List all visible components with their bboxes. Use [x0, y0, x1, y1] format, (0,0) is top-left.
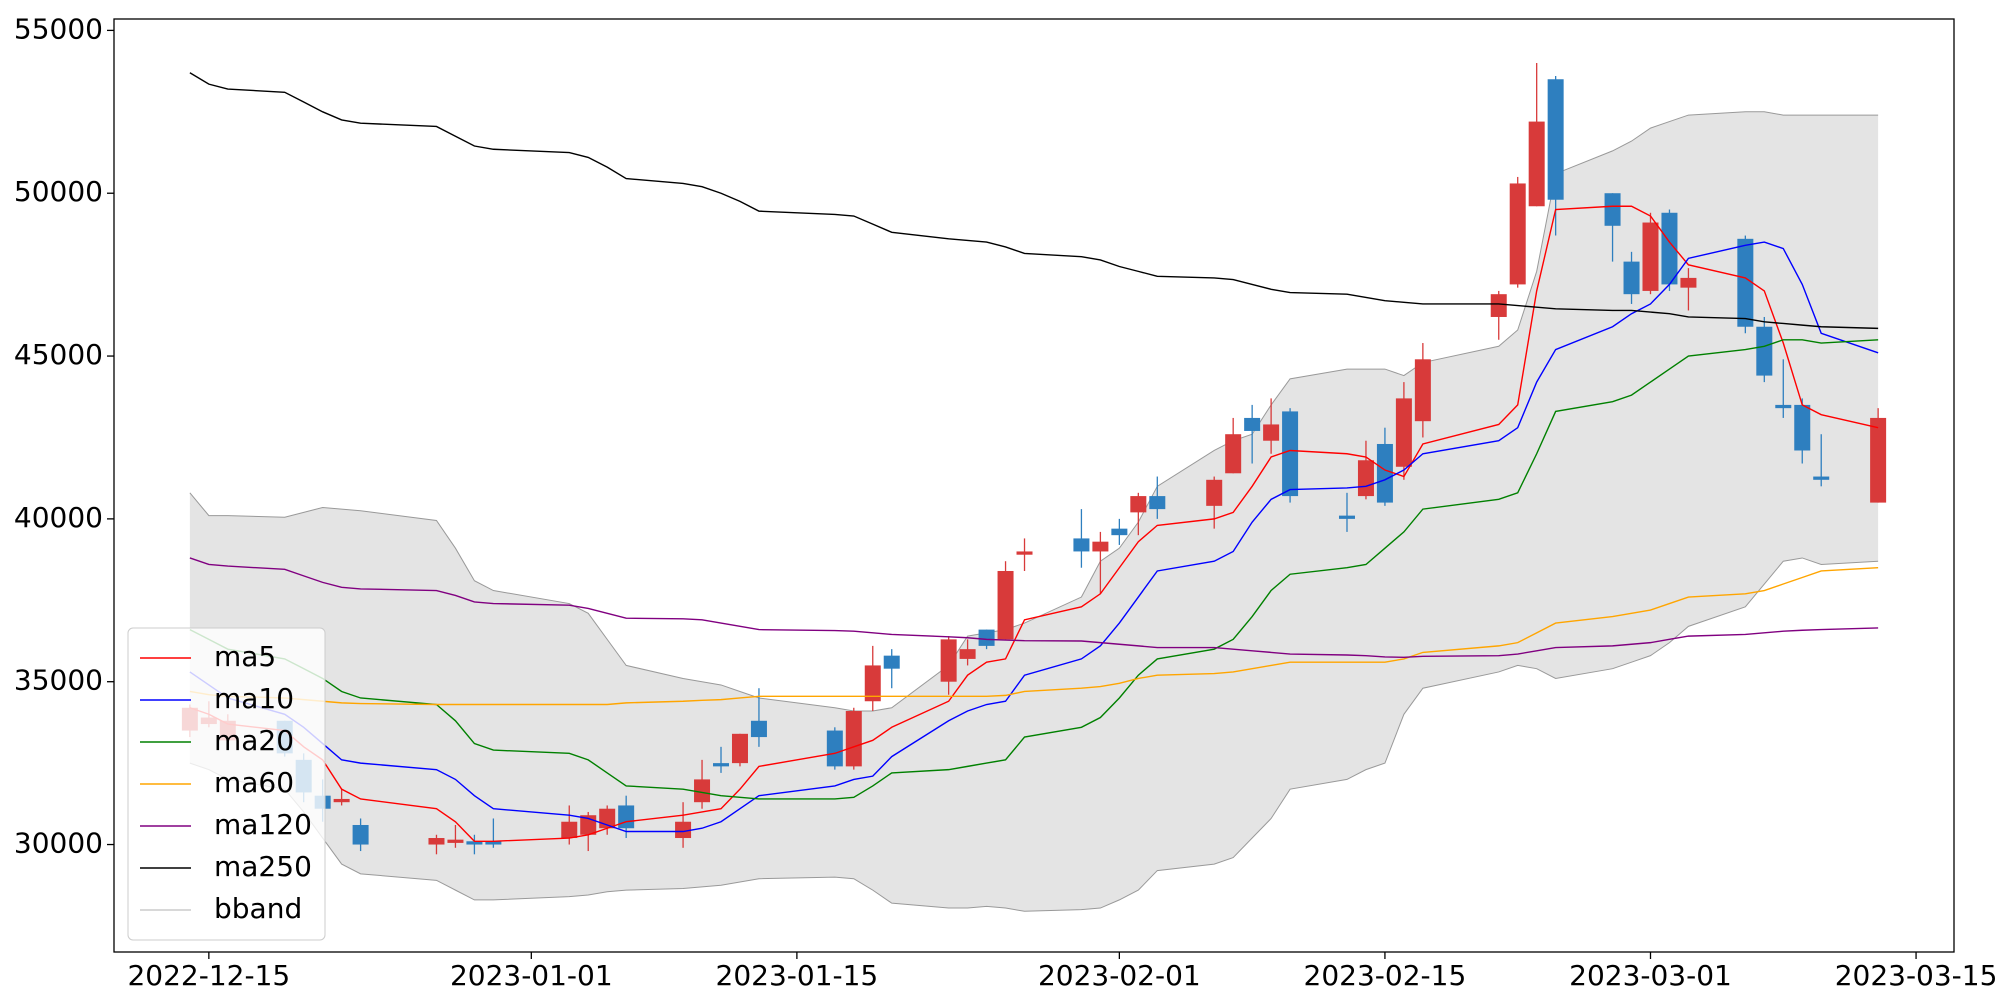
legend-label: ma5 [214, 640, 276, 673]
plot-frame [113, 18, 1955, 953]
y-tick-label: 30000 [14, 827, 103, 860]
candle-body [883, 655, 900, 669]
candle-body [750, 720, 767, 738]
candle-body [1661, 212, 1678, 285]
candle-body [1244, 417, 1261, 431]
x-tick-label: 2023-03-15 [1835, 959, 1998, 992]
candle-body [731, 733, 748, 764]
candle-body [447, 839, 464, 843]
x-tick-label: 2023-02-15 [1304, 959, 1467, 992]
legend: ma5 ma10 ma20 ma60 ma120 ma250 bband [127, 627, 326, 941]
candle-body [1073, 538, 1090, 552]
ma-line [189, 72, 1879, 330]
candle-body [1737, 238, 1754, 327]
legend-label: bband [214, 892, 302, 925]
candle-body [1149, 496, 1166, 510]
band-edge [189, 111, 1879, 712]
candle-body [1509, 183, 1526, 285]
candle-body [1225, 434, 1242, 474]
x-tick-label: 2023-02-01 [1038, 959, 1201, 992]
y-tick-label: 35000 [14, 664, 103, 697]
candle-body [959, 649, 976, 659]
candle-body [561, 821, 578, 839]
legend-label: ma250 [214, 850, 312, 883]
candle-body [1395, 398, 1412, 467]
y-tick-label: 50000 [14, 175, 103, 208]
ma-line [189, 557, 1879, 658]
candle-body [1490, 294, 1507, 317]
candle-body [1357, 460, 1374, 497]
candle-body [940, 639, 957, 682]
candle-body [675, 821, 692, 839]
candle-body [1870, 417, 1887, 503]
candle-body [1547, 79, 1564, 200]
candle-body [1376, 443, 1393, 503]
candle-body [826, 730, 843, 767]
candle-body [978, 629, 995, 646]
band-fill [189, 111, 1879, 912]
candle-body [1775, 404, 1792, 409]
candle-body [1642, 222, 1659, 291]
candle-body [1111, 528, 1128, 536]
ma-line [189, 339, 1879, 800]
candle-body [713, 763, 730, 767]
legend-label: ma20 [214, 724, 294, 757]
x-tick-label: 2023-01-01 [450, 959, 613, 992]
y-tick-label: 40000 [14, 501, 103, 534]
candle-body [1130, 496, 1147, 513]
candle-body [694, 779, 711, 803]
ma-line [189, 241, 1879, 833]
legend-box [127, 627, 326, 941]
x-tick-label: 2022-12-15 [127, 959, 290, 992]
legend-label: ma10 [214, 682, 294, 715]
candle-body [864, 665, 881, 702]
candle-body [1756, 326, 1773, 376]
ma-line [189, 567, 1879, 706]
candle-body [428, 838, 445, 845]
legend-label: ma120 [214, 808, 312, 841]
candle-body [1813, 476, 1830, 480]
candle-body [1092, 541, 1109, 552]
x-tick-label: 2023-03-01 [1569, 959, 1732, 992]
candle-body [1263, 424, 1280, 441]
candle-body [1282, 411, 1299, 497]
candle-body [845, 711, 862, 767]
candle-body [466, 841, 483, 845]
y-tick-label: 45000 [14, 338, 103, 371]
legend-label: ma60 [214, 766, 294, 799]
y-tick-label: 55000 [14, 12, 103, 45]
candle-body [1794, 404, 1811, 451]
candle-body [1623, 261, 1640, 295]
x-tick-label: 2023-01-15 [716, 959, 879, 992]
candle-body [1338, 515, 1355, 519]
candle-body [1206, 479, 1223, 506]
ma-line [189, 205, 1879, 842]
candle-body [352, 824, 369, 845]
candle-body [1680, 277, 1697, 288]
candle-body [333, 798, 350, 803]
candle-body [1414, 359, 1431, 422]
candle-body [485, 841, 502, 845]
candle-body [1604, 193, 1621, 226]
candle-body [1016, 551, 1033, 555]
candle-body [618, 805, 635, 829]
candle-body [997, 570, 1014, 640]
band-edge [189, 557, 1879, 912]
candle-body [1528, 121, 1545, 207]
